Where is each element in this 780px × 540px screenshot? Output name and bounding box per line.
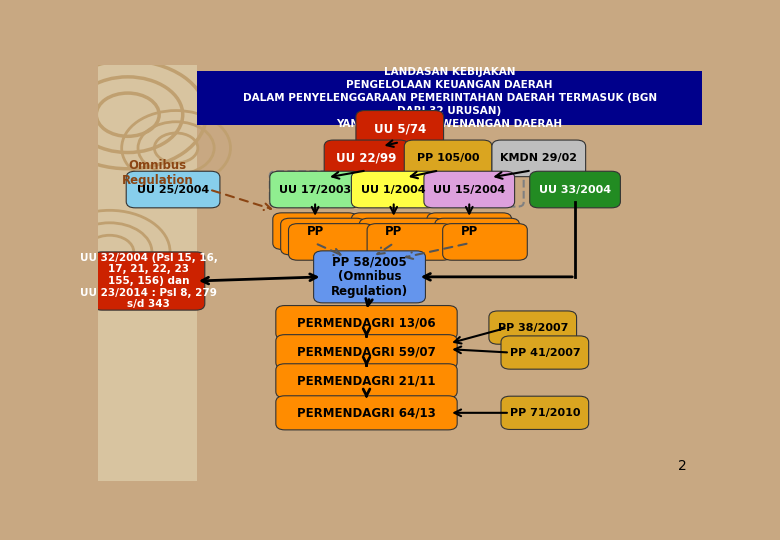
FancyBboxPatch shape	[501, 396, 589, 429]
Text: UU 32/2004 (Psl 15, 16,
17, 21, 22, 23
155, 156) dan
UU 23/2014 : Psl 8, 279
s/d: UU 32/2004 (Psl 15, 16, 17, 21, 22, 23 1…	[80, 253, 218, 309]
Text: UU 25/2004: UU 25/2004	[137, 185, 209, 194]
FancyBboxPatch shape	[98, 65, 197, 481]
FancyBboxPatch shape	[276, 306, 457, 340]
FancyBboxPatch shape	[530, 171, 620, 208]
FancyBboxPatch shape	[492, 140, 586, 177]
Text: UU 33/2004: UU 33/2004	[539, 185, 611, 194]
FancyBboxPatch shape	[356, 111, 444, 148]
FancyBboxPatch shape	[351, 213, 436, 249]
FancyBboxPatch shape	[360, 218, 444, 255]
Text: PERMENDAGRI 64/13: PERMENDAGRI 64/13	[297, 406, 436, 420]
FancyBboxPatch shape	[289, 224, 373, 260]
FancyBboxPatch shape	[404, 140, 492, 177]
FancyBboxPatch shape	[501, 336, 589, 369]
Text: PP 71/2010: PP 71/2010	[509, 408, 580, 418]
Text: KMDN 29/02: KMDN 29/02	[500, 153, 577, 164]
Text: UU 22/99: UU 22/99	[336, 152, 397, 165]
Text: UU 17/2003: UU 17/2003	[279, 185, 351, 194]
FancyBboxPatch shape	[276, 364, 457, 398]
FancyBboxPatch shape	[93, 252, 205, 310]
FancyBboxPatch shape	[427, 213, 512, 249]
Text: PP: PP	[385, 225, 402, 238]
FancyBboxPatch shape	[276, 396, 457, 430]
Text: UU 1/2004: UU 1/2004	[361, 185, 426, 194]
Text: PP: PP	[307, 225, 324, 238]
Text: UU 5/74: UU 5/74	[374, 123, 426, 136]
Text: 2: 2	[678, 459, 687, 473]
Text: PERMENDAGRI 13/06: PERMENDAGRI 13/06	[297, 316, 436, 329]
FancyBboxPatch shape	[276, 335, 457, 369]
Text: PERMENDAGRI 21/11: PERMENDAGRI 21/11	[297, 374, 436, 387]
Text: LANDASAN KEBIJAKAN
PENGELOLAAN KEUANGAN DAERAH
DALAM PENYELENGGARAAN PEMERINTAHA: LANDASAN KEBIJAKAN PENGELOLAAN KEUANGAN …	[243, 66, 657, 130]
FancyBboxPatch shape	[281, 218, 365, 255]
Text: PP 41/2007: PP 41/2007	[509, 348, 580, 357]
Text: Omnibus
Regulation: Omnibus Regulation	[122, 159, 193, 187]
FancyBboxPatch shape	[489, 311, 576, 344]
Text: PERMENDAGRI 59/07: PERMENDAGRI 59/07	[297, 345, 436, 358]
Text: PP 105/00: PP 105/00	[417, 153, 480, 164]
Text: PP 38/2007: PP 38/2007	[498, 322, 568, 333]
FancyBboxPatch shape	[434, 218, 519, 255]
FancyBboxPatch shape	[314, 251, 425, 303]
FancyBboxPatch shape	[367, 224, 452, 260]
Text: PP: PP	[461, 225, 478, 238]
Text: PP 58/2005
(Omnibus
Regulation): PP 58/2005 (Omnibus Regulation)	[331, 255, 408, 299]
FancyBboxPatch shape	[351, 171, 436, 208]
FancyBboxPatch shape	[126, 171, 220, 208]
FancyBboxPatch shape	[424, 171, 515, 208]
Text: UU 15/2004: UU 15/2004	[433, 185, 505, 194]
FancyBboxPatch shape	[443, 224, 527, 260]
FancyBboxPatch shape	[197, 71, 702, 125]
FancyBboxPatch shape	[324, 140, 409, 177]
FancyBboxPatch shape	[270, 171, 360, 208]
FancyBboxPatch shape	[273, 213, 357, 249]
